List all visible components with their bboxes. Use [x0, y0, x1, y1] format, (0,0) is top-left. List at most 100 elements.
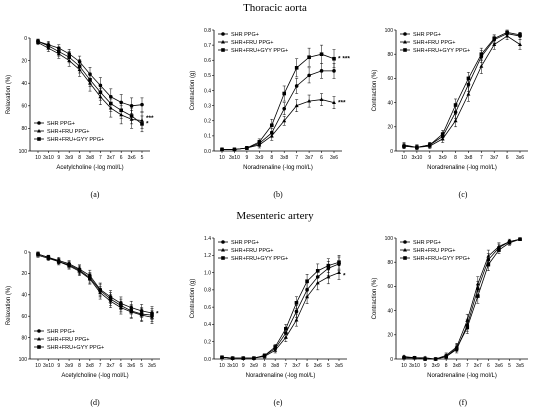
y-tick-label: 0 [390, 149, 393, 155]
y-tick-label: 0.8 [204, 28, 211, 34]
y-axis-title: Relaxation (%) [6, 286, 12, 325]
data-point [119, 108, 123, 113]
data-point [479, 52, 484, 56]
data-point [150, 313, 154, 317]
data-point [454, 346, 459, 350]
data-point [332, 69, 336, 73]
x-axis-title: Acetylcholine (-log mol/L) [61, 373, 128, 379]
x-tick-label: 6 [487, 363, 490, 369]
x-axis-title: Noradrenaline (-log mol/L) [427, 373, 497, 379]
x-tick-label: 3x5 [148, 363, 156, 369]
data-point [282, 118, 287, 123]
data-point [119, 303, 123, 308]
x-tick-label: 7 [99, 363, 102, 369]
data-point [440, 136, 445, 141]
series-square [402, 29, 522, 151]
significance-label: * [343, 273, 346, 280]
legend: SHR PPG+ SHR+FRU PPG+ SHR+FRU+GYY PPG+ [34, 329, 104, 351]
data-point [427, 143, 432, 147]
data-point [423, 357, 427, 361]
legend-marker [221, 39, 225, 44]
data-point [319, 69, 324, 73]
x-tick-label: 7 [480, 155, 483, 161]
y-tick-label: 60 [387, 284, 393, 290]
data-point [282, 91, 287, 96]
y-tick-label: 20 [387, 125, 393, 131]
data-point [140, 122, 144, 126]
data-point [466, 76, 471, 81]
panel-label-d: (d) [90, 398, 100, 407]
x-tick-label: 3x9 [255, 155, 263, 161]
data-point [36, 39, 40, 44]
legend-entry: SHR PPG+ [47, 121, 75, 127]
legend-entry: SHR+FRU PPG+ [413, 40, 455, 46]
panel-label-e: (e) [273, 398, 283, 407]
data-point [326, 274, 331, 279]
x-tick-label: 9 [242, 363, 245, 369]
x-tick-label: 8 [263, 363, 266, 369]
data-point [36, 252, 40, 256]
data-point [262, 353, 267, 358]
data-point [479, 64, 484, 68]
legend-entry: SHR PPG+ [47, 329, 75, 335]
data-point [140, 102, 144, 107]
data-point [518, 42, 522, 46]
data-point [319, 97, 324, 102]
y-tick-label: 20 [387, 333, 393, 339]
chart-panel-e: 0.00.20.40.60.81.01.21.410 3x10 9 3x9 8 3x8 7 3… [190, 236, 347, 379]
y-tick-label: 80 [387, 52, 393, 58]
y-axis-title: Contraction (%) [372, 278, 378, 320]
x-tick-label: 7 [284, 363, 287, 369]
series-line [403, 32, 521, 148]
significance-label: * [156, 310, 159, 317]
data-point [230, 356, 235, 360]
y-tick-label: 100 [385, 236, 394, 242]
x-tick-label: 8 [78, 155, 81, 161]
x-tick-label: 10 [401, 155, 407, 161]
x-tick-label: 10 [35, 155, 41, 161]
x-tick-label: 3x7 [305, 155, 313, 161]
data-point [220, 355, 224, 360]
x-tick-label: 3x8 [86, 155, 94, 161]
legend-marker [403, 32, 407, 36]
legend: SHR PPG+ SHR+FRU PPG+ SHR+FRU+GYY PPG+ [400, 32, 470, 54]
series-square [220, 44, 336, 152]
data-point [505, 30, 509, 35]
legend-marker [37, 329, 41, 333]
data-point [77, 268, 82, 272]
y-tick-label: 100 [19, 149, 28, 155]
series-triangle [220, 265, 341, 360]
data-point [492, 42, 497, 46]
data-point [273, 345, 277, 349]
data-point [139, 312, 144, 316]
legend-marker [37, 336, 41, 341]
data-point [46, 44, 51, 48]
legend-entry: SHR+FRU PPG+ [47, 129, 89, 135]
y-tick-label: 0 [24, 250, 27, 256]
chart-panel-f: 0 20 40 60 80 100 10 3x10 9 3x9 8 3x8 7 3x7 6 3x6 5 3x5 No… [372, 236, 528, 379]
y-tick-label: 40 [21, 293, 27, 299]
data-point [440, 132, 445, 136]
x-tick-label: 3x7 [107, 155, 115, 161]
legend-entry: SHR PPG+ [231, 240, 259, 246]
legend-entry: SHR+FRU+GYY PPG+ [413, 48, 470, 54]
data-point [67, 263, 71, 267]
data-point [129, 309, 134, 313]
data-point [337, 270, 341, 275]
y-tick-label: 80 [21, 126, 27, 132]
x-tick-label: 3x10 [43, 363, 54, 369]
x-tick-label: 8 [270, 155, 273, 161]
legend-marker [403, 240, 407, 244]
y-tick-label: 0.1 [204, 134, 211, 140]
data-point [315, 280, 320, 285]
data-point [307, 55, 311, 60]
data-point [269, 133, 274, 138]
series-triangle [220, 93, 336, 152]
data-point [294, 301, 299, 305]
legend-marker [403, 247, 407, 252]
data-point [444, 354, 448, 359]
data-point [46, 255, 51, 260]
data-point [497, 248, 501, 252]
y-tick-label: 0 [390, 357, 393, 363]
series-line [221, 272, 340, 359]
